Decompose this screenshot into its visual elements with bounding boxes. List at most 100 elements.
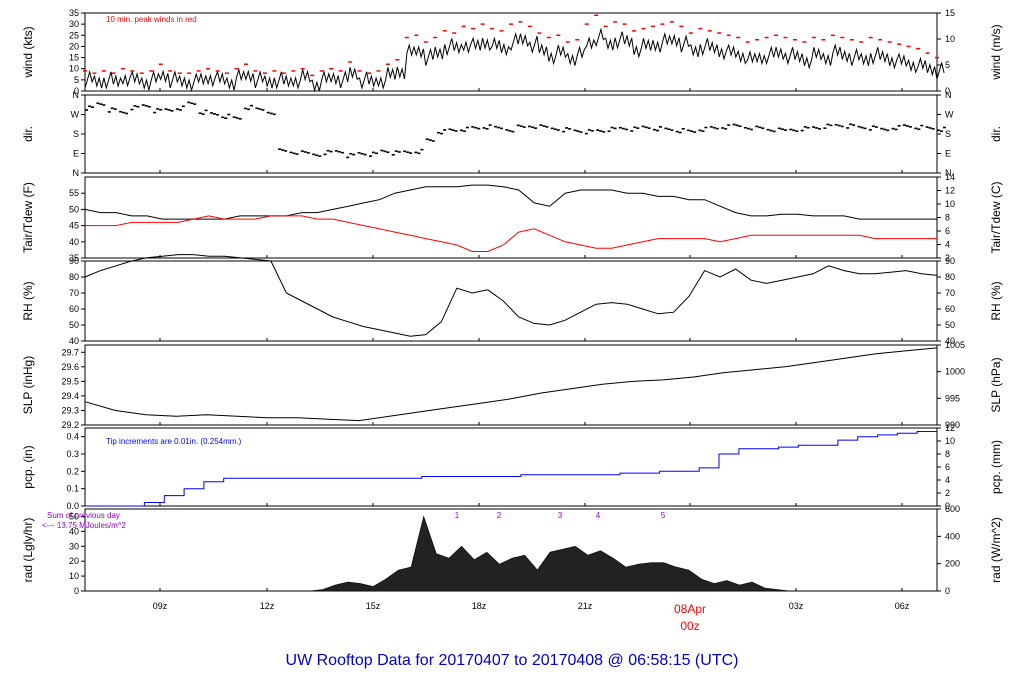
dir-point: [550, 127, 554, 130]
dir-point: [258, 108, 262, 110]
dir-point: [920, 124, 924, 127]
dir-point: [454, 130, 458, 132]
dir-point: [596, 129, 600, 131]
dir-point: [130, 108, 134, 111]
dir-point: [440, 132, 444, 135]
dir-point: [618, 126, 622, 129]
dir-point: [780, 128, 784, 131]
dir-point: [346, 156, 350, 159]
x-day-label: 08Apr: [674, 602, 706, 616]
dir-point: [278, 148, 282, 150]
dir-point: [187, 101, 191, 104]
dir-point: [465, 126, 469, 129]
dir-point: [107, 111, 111, 113]
dir-point: [573, 129, 577, 132]
dir-point: [409, 152, 413, 154]
dir-point: [227, 113, 231, 116]
dir-point: [562, 130, 566, 133]
dir-point: [834, 123, 838, 126]
dir-point: [232, 116, 236, 118]
rad-ytick-label: 20: [69, 556, 79, 566]
dir-ylabel-right: dir.: [989, 126, 1003, 142]
rh-ytick-right-label: 90: [945, 256, 955, 266]
slp-ytick-right-label: 1005: [945, 340, 965, 350]
rh-ytick-right-label: 80: [945, 272, 955, 282]
dir-point: [352, 153, 356, 156]
dir-point: [545, 126, 549, 128]
x-midnight-label: 00z: [680, 619, 699, 633]
dir-point: [783, 129, 787, 131]
temp-ytick-label: 55: [69, 188, 79, 198]
dir-point: [641, 125, 645, 128]
rh-ytick-label: 70: [69, 288, 79, 298]
dir-panel-frame: [84, 94, 938, 174]
dir-point: [693, 131, 697, 133]
temp-ytick-right-label: 10: [945, 199, 955, 209]
dir-point: [777, 127, 781, 130]
rh-ytick-label: 90: [69, 256, 79, 266]
dir-point: [590, 129, 594, 132]
dir-point: [175, 108, 179, 110]
dir-point: [712, 126, 716, 129]
dir-point: [499, 127, 503, 130]
dir-point: [122, 111, 126, 114]
slp-ytick-right-label: 995: [945, 393, 960, 403]
dir-ytick-right-label: S: [945, 129, 951, 139]
dir-point: [312, 153, 316, 156]
dir-point: [394, 150, 398, 152]
dir-point: [250, 104, 254, 107]
temp-ytick-label: 40: [69, 237, 79, 247]
dir-point: [937, 129, 940, 132]
dir-point: [386, 151, 390, 154]
dir-point: [329, 150, 333, 153]
dir-point: [414, 151, 418, 154]
dir-point: [732, 123, 736, 126]
wind-ylabel: wind (kts): [21, 26, 35, 78]
dir-point: [485, 128, 489, 130]
dir-point: [221, 116, 225, 119]
rad-ytick-right-label: 600: [945, 504, 960, 514]
dir-point: [522, 126, 526, 128]
x-tick-label: 12z: [260, 601, 275, 611]
pcp-ytick-right-label: 8: [945, 449, 950, 459]
dir-point: [857, 125, 861, 128]
dir-point: [511, 130, 515, 133]
rad-marker-label: 3: [558, 511, 563, 520]
temp-ytick-right-label: 2: [945, 253, 950, 263]
dir-point: [482, 127, 486, 129]
dir-point: [755, 125, 759, 128]
x-tick-label: 06z: [895, 601, 910, 611]
rad-annotation-total: <--- 13.75 MJoules/m^2: [42, 521, 127, 530]
dir-point: [826, 123, 830, 126]
rh-ytick-label: 50: [69, 320, 79, 330]
dir-point: [91, 106, 94, 108]
rh-line: [84, 254, 938, 337]
wind-ytick-right-label: 15: [945, 8, 955, 18]
dir-point: [630, 130, 634, 132]
dir-ytick-label: E: [73, 149, 79, 159]
dir-point: [181, 105, 185, 108]
dir-point: [193, 103, 197, 105]
dir-point: [531, 126, 535, 129]
wind-ytick-label: 25: [69, 30, 79, 40]
rad-marker-label: 2: [497, 511, 502, 520]
dir-point: [360, 152, 364, 155]
dir-point: [406, 151, 410, 154]
dir-point: [579, 131, 583, 133]
dir-point: [568, 128, 572, 130]
x-tick-label: 18z: [472, 601, 487, 611]
rh-panel-frame: [84, 260, 938, 342]
dir-ylabel: dir.: [21, 126, 35, 142]
dir-point: [746, 127, 750, 130]
dir-point: [636, 127, 640, 129]
dir-point: [738, 125, 742, 128]
temp-ytick-label: 35: [69, 253, 79, 263]
wind-ytick-label: 20: [69, 41, 79, 51]
slp-ylabel-right: SLP (hPa): [989, 357, 1003, 412]
dir-point: [800, 129, 804, 132]
dir-point: [897, 124, 901, 127]
pcp-ytick-label: 0.4: [66, 432, 79, 442]
dir-point: [670, 129, 674, 131]
temp-ytick-label: 50: [69, 204, 79, 214]
